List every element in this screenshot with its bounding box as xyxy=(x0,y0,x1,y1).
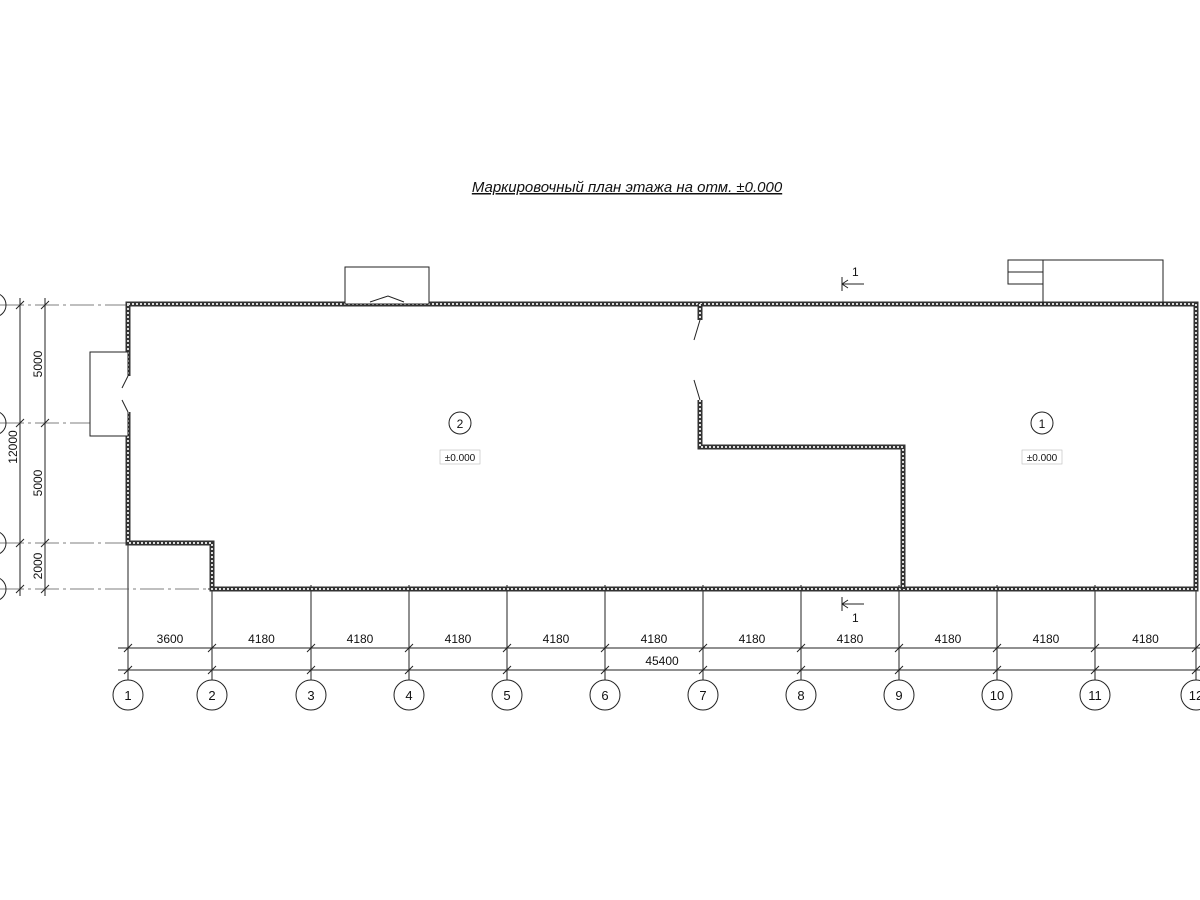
axis-circle xyxy=(1180,679,1200,711)
axis-circle xyxy=(981,679,1013,711)
axis-circle xyxy=(883,679,915,711)
axis-circle xyxy=(785,679,817,711)
axis-circle xyxy=(0,294,7,316)
axis-circle xyxy=(491,679,523,711)
axis-circle xyxy=(1079,679,1111,711)
axis-circle xyxy=(196,679,228,711)
axis-circle xyxy=(687,679,719,711)
drawing-title: Маркировочный план этажа на отм. ±0.000 xyxy=(472,179,783,196)
axis-label: 8 xyxy=(797,688,804,703)
dimension-label: 2000 xyxy=(31,552,45,579)
axis-circle xyxy=(589,679,621,711)
svg-text:1: 1 xyxy=(852,265,859,279)
vertical-dimensions: 5000 5000 2000 12000 xyxy=(6,298,50,596)
axis-circle xyxy=(0,578,7,600)
axis-label: 6 xyxy=(601,688,608,703)
total-dimension-label: 12000 xyxy=(6,430,20,464)
dimension-label: 3600 xyxy=(157,632,184,646)
axis-circle xyxy=(0,412,7,434)
dimension-label: 5000 xyxy=(31,350,45,377)
dimension-label: 4180 xyxy=(347,632,374,646)
axis-label: 12 xyxy=(1189,688,1200,703)
axis-label: 4 xyxy=(405,688,412,703)
grid-lines xyxy=(0,304,1197,680)
section-mark-top: 1 xyxy=(841,265,864,291)
dimension-label: 4180 xyxy=(739,632,766,646)
dimension-label: 4180 xyxy=(1033,632,1060,646)
axis-label: 1 xyxy=(124,688,131,703)
total-dimension-label: 45400 xyxy=(645,654,679,668)
dimension-label: 4180 xyxy=(1132,632,1159,646)
room-2-marker: 2 ±0.000 xyxy=(439,411,481,465)
dimension-label: 4180 xyxy=(543,632,570,646)
axis-circle xyxy=(112,679,144,711)
axis-label: 9 xyxy=(895,688,902,703)
axis-circle xyxy=(393,679,425,711)
axis-label: 11 xyxy=(1088,688,1102,703)
dimension-label: 4180 xyxy=(837,632,864,646)
svg-text:1: 1 xyxy=(852,611,859,625)
dimension-label: 4180 xyxy=(641,632,668,646)
horizontal-dimensions: 3600 4180 4180 4180 4180 4180 4180 4180 4180 4180… xyxy=(118,632,1200,675)
axis-label: 5 xyxy=(503,688,510,703)
axis-label: 10 xyxy=(990,688,1004,703)
dimension-label: 4180 xyxy=(935,632,962,646)
room-elevation: ±0.000 xyxy=(445,453,476,464)
axis-markers: 1 2 3 4 5 6 7 8 9 10 11 12 xyxy=(0,294,1200,711)
room-elevation: ±0.000 xyxy=(1027,453,1058,464)
room-1-marker: 1 ±0.000 xyxy=(1021,411,1063,465)
dimension-label: 5000 xyxy=(31,469,45,496)
axis-label: 2 xyxy=(208,688,215,703)
room-number: 1 xyxy=(1039,417,1046,431)
axis-circle xyxy=(295,679,327,711)
dimension-label: 4180 xyxy=(445,632,472,646)
section-mark-bottom: 1 xyxy=(841,597,864,625)
dimension-label: 4180 xyxy=(248,632,275,646)
axis-label: 7 xyxy=(699,688,706,703)
axis-circle xyxy=(0,532,7,554)
axis-label: 3 xyxy=(307,688,314,703)
building-walls xyxy=(89,259,1199,592)
room-number: 2 xyxy=(457,417,464,431)
